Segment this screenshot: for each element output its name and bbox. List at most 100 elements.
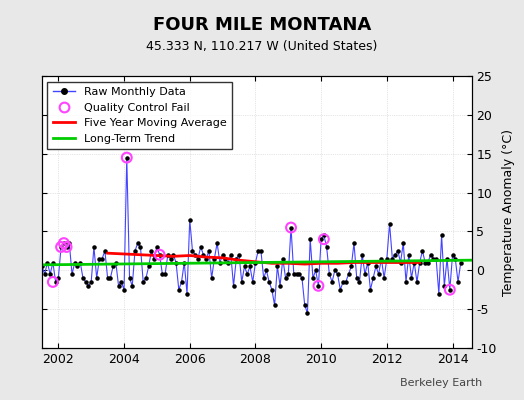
Point	[333, 271, 342, 277]
Point	[232, 256, 241, 262]
Point	[246, 263, 254, 270]
Point	[73, 263, 82, 270]
Point	[410, 259, 418, 266]
Point	[273, 263, 281, 270]
Point	[158, 271, 167, 277]
Point	[188, 248, 196, 254]
Point	[147, 248, 156, 254]
Point	[366, 286, 375, 293]
Point	[257, 248, 265, 254]
Point	[279, 256, 287, 262]
Point	[375, 271, 383, 277]
Point	[90, 244, 98, 250]
Point	[79, 275, 87, 281]
Point	[167, 256, 175, 262]
Point	[152, 244, 161, 250]
Point	[98, 256, 106, 262]
Point	[364, 259, 372, 266]
Point	[60, 240, 68, 246]
Point	[156, 252, 164, 258]
Point	[445, 286, 454, 293]
Point	[342, 279, 350, 285]
Point	[407, 275, 416, 281]
Point	[87, 279, 95, 285]
Point	[402, 279, 410, 285]
Point	[429, 256, 438, 262]
Point	[248, 279, 257, 285]
Point	[287, 224, 295, 231]
Point	[385, 220, 394, 227]
Point	[432, 256, 440, 262]
Point	[131, 248, 139, 254]
Point	[298, 275, 306, 281]
Point	[46, 271, 54, 277]
Y-axis label: Temperature Anomaly (°C): Temperature Anomaly (°C)	[503, 128, 516, 296]
Point	[451, 256, 460, 262]
Point	[438, 232, 446, 238]
Point	[309, 275, 317, 281]
Point	[358, 252, 366, 258]
Point	[427, 252, 435, 258]
Point	[396, 259, 405, 266]
Point	[40, 271, 49, 277]
Point	[350, 240, 358, 246]
Point	[353, 275, 361, 281]
Point	[322, 244, 331, 250]
Point	[199, 252, 208, 258]
Point	[62, 244, 71, 250]
Point	[372, 263, 380, 270]
Point	[311, 267, 320, 274]
Point	[35, 263, 43, 270]
Point	[106, 275, 115, 281]
Point	[440, 283, 449, 289]
Point	[191, 252, 200, 258]
Point	[243, 271, 252, 277]
Point	[180, 259, 189, 266]
Point	[103, 275, 112, 281]
Point	[336, 286, 344, 293]
Point	[355, 279, 364, 285]
Point	[383, 256, 391, 262]
Point	[202, 256, 210, 262]
Point	[265, 279, 274, 285]
Point	[49, 279, 57, 285]
Point	[443, 256, 451, 262]
Point	[369, 275, 377, 281]
Point	[226, 252, 235, 258]
Point	[445, 286, 454, 293]
Point	[57, 244, 66, 250]
Point	[183, 290, 191, 297]
Point	[454, 279, 462, 285]
Point	[399, 240, 408, 246]
Point	[216, 259, 224, 266]
Point	[262, 267, 270, 274]
Point	[68, 271, 76, 277]
Point	[142, 275, 150, 281]
Point	[303, 310, 312, 316]
Point	[380, 275, 388, 281]
Point	[120, 286, 128, 293]
Text: 45.333 N, 110.217 W (United States): 45.333 N, 110.217 W (United States)	[146, 40, 378, 53]
Point	[317, 236, 325, 242]
Point	[196, 244, 205, 250]
Point	[361, 271, 369, 277]
Point	[421, 259, 429, 266]
Point	[284, 271, 292, 277]
Point	[125, 275, 134, 281]
Point	[347, 263, 355, 270]
Point	[54, 275, 62, 281]
Point	[136, 244, 145, 250]
Point	[418, 248, 427, 254]
Point	[93, 275, 101, 281]
Point	[281, 275, 290, 281]
Point	[139, 279, 147, 285]
Point	[123, 154, 131, 161]
Point	[101, 248, 109, 254]
Point	[32, 252, 41, 258]
Point	[259, 275, 268, 281]
Point	[405, 252, 413, 258]
Point	[60, 240, 68, 246]
Point	[394, 248, 402, 254]
Point	[123, 154, 131, 161]
Point	[241, 263, 249, 270]
